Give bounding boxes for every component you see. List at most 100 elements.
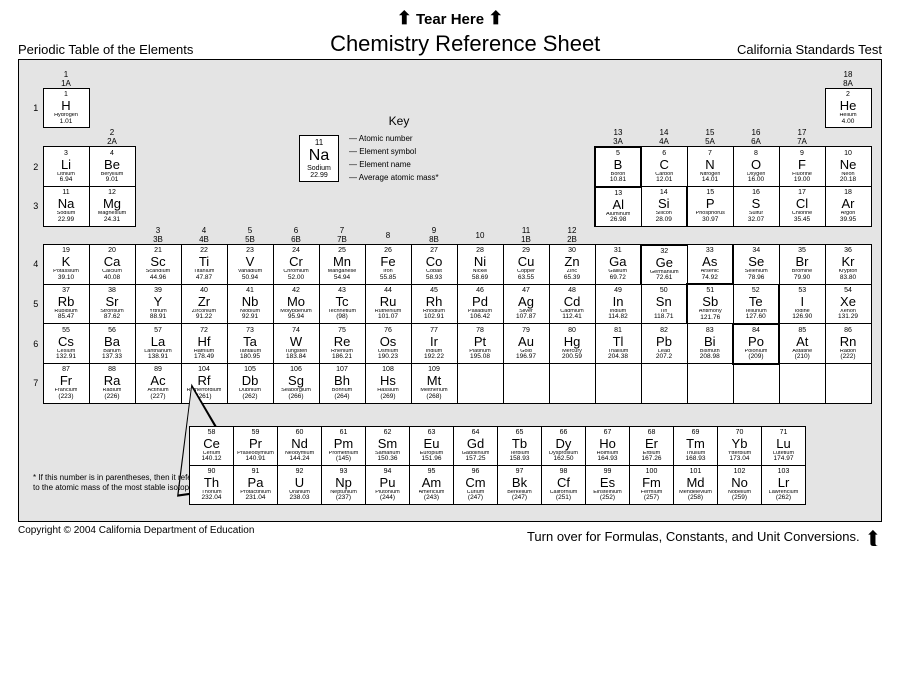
- element-symbol: Os: [380, 335, 397, 348]
- atomic-number: 12: [108, 189, 116, 196]
- empty-cell: [503, 364, 549, 404]
- element-symbol: Am: [422, 476, 442, 489]
- atomic-number: 43: [338, 287, 346, 294]
- key-label: Element symbol: [349, 145, 439, 158]
- empty-cell: [733, 364, 779, 404]
- element-symbol: F: [798, 158, 806, 171]
- element-symbol: Cd: [564, 295, 581, 308]
- element-symbol: La: [151, 335, 165, 348]
- element-symbol: Hg: [564, 335, 581, 348]
- element-cell: 79 Au Gold 196.97: [503, 324, 549, 364]
- element-symbol: N: [705, 158, 714, 171]
- element-symbol: Au: [518, 335, 534, 348]
- atomic-number: 50: [660, 287, 668, 294]
- empty-cell: [641, 364, 687, 404]
- atomic-number: 67: [604, 429, 612, 436]
- element-cell: 19 K Potassium 39.10: [43, 245, 89, 285]
- element-cell: 64 Gd Gadolinium 157.25: [454, 426, 498, 465]
- atomic-mass: 238.03: [290, 495, 310, 502]
- atomic-mass: 140.12: [202, 456, 222, 463]
- element-cell: 102 No Nobelium (259): [718, 465, 762, 504]
- group-label: [779, 226, 825, 245]
- element-symbol: Pa: [248, 476, 264, 489]
- element-cell: 50 Sn Tin 118.71: [641, 284, 687, 324]
- element-symbol: Mt: [427, 374, 441, 387]
- element-cell: 82 Pb Lead 207.2: [641, 324, 687, 364]
- element-cell: 5 B Boron 10.81: [595, 147, 641, 187]
- element-cell: 58 Ce Cerium 140.12: [190, 426, 234, 465]
- atomic-number: 45: [430, 287, 438, 294]
- atomic-number: 65: [516, 429, 524, 436]
- atomic-mass: (223): [58, 394, 73, 401]
- element-symbol: Md: [686, 476, 704, 489]
- atomic-number: 20: [108, 247, 116, 254]
- element-symbol: W: [290, 335, 302, 348]
- element-symbol: Si: [658, 197, 670, 210]
- atomic-mass: (266): [288, 394, 303, 401]
- element-cell: 22 Ti Titanium 47.87: [181, 245, 227, 285]
- element-cell: 108 Hs Hassium (269): [365, 364, 411, 404]
- atomic-number: 18: [844, 189, 852, 196]
- atomic-mass: 150.36: [378, 456, 398, 463]
- element-symbol: Ca: [104, 255, 121, 268]
- atomic-mass: 144.24: [290, 456, 310, 463]
- atomic-mass: (262): [242, 394, 257, 401]
- element-symbol: Lu: [776, 437, 790, 450]
- atomic-number: 97: [516, 468, 524, 475]
- atomic-number: 47: [522, 287, 530, 294]
- atomic-mass: 58.93: [426, 275, 442, 282]
- atomic-mass: 92.91: [242, 314, 258, 321]
- atomic-mass: (268): [426, 394, 441, 401]
- element-cell: 45 Rh Rhodium 102.91: [411, 284, 457, 324]
- element-cell: 7 N Nitrogen 14.01: [687, 147, 733, 187]
- element-cell: 47 Ag Silver 107.87: [503, 284, 549, 324]
- element-symbol: Dy: [556, 437, 572, 450]
- atomic-number: 69: [692, 429, 700, 436]
- element-symbol: Cl: [796, 197, 808, 210]
- atomic-number: 13: [614, 190, 622, 197]
- atomic-number: 98: [560, 468, 568, 475]
- atomic-number: 75: [338, 327, 346, 334]
- atomic-mass: 74.92: [702, 275, 718, 282]
- element-cell: 9 F Fluorine 19.00: [779, 147, 825, 187]
- group-label: 77B: [319, 226, 365, 245]
- group-label: [43, 226, 89, 245]
- element-symbol: Fe: [380, 255, 395, 268]
- element-cell: 55 Cs Cesium 132.91: [43, 324, 89, 364]
- group-label: [687, 70, 733, 89]
- atomic-mass: 40.08: [104, 275, 120, 282]
- atomic-mass: 151.96: [422, 456, 442, 463]
- element-cell: 57 La Lanthanum 138.91: [135, 324, 181, 364]
- element-cell: 84 Po Polonium (209): [733, 324, 779, 364]
- element-symbol: Ge: [656, 256, 673, 269]
- atomic-number: 105: [244, 366, 256, 373]
- element-cell: 103 Lr Lawrencium (262): [762, 465, 806, 504]
- atomic-number: 77: [430, 327, 438, 334]
- group-label: [825, 226, 871, 245]
- atomic-number: 35: [798, 247, 806, 254]
- group-label: [549, 128, 595, 147]
- atomic-mass: 131.29: [838, 314, 858, 321]
- element-symbol: Kr: [842, 255, 855, 268]
- group-label: [641, 70, 687, 89]
- atomic-number: 28: [476, 247, 484, 254]
- atomic-number: 40: [200, 287, 208, 294]
- atomic-mass: 118.71: [654, 314, 673, 321]
- period-label: 5: [29, 284, 43, 324]
- atomic-mass: 16.00: [748, 177, 764, 184]
- atomic-mass: 168.93: [686, 456, 706, 463]
- atomic-mass: 10.81: [610, 177, 626, 184]
- element-cell: 6 C Carbon 12.01: [641, 147, 687, 187]
- element-symbol: Np: [335, 476, 352, 489]
- atomic-mass: 85.47: [58, 314, 74, 321]
- element-cell: 39 Y Yttrium 88.91: [135, 284, 181, 324]
- atomic-mass: 200.59: [562, 354, 582, 361]
- corner-arrow-icon: ➥: [860, 528, 886, 546]
- element-cell: 25 Mn Manganese 54.94: [319, 245, 365, 285]
- element-cell: 91 Pa Protactinium 231.04: [234, 465, 278, 504]
- element-cell: 95 Am Americium (243): [410, 465, 454, 504]
- atomic-number: 96: [472, 468, 480, 475]
- group-label: 66B: [273, 226, 319, 245]
- element-cell: 93 Np Neptunium (237): [322, 465, 366, 504]
- element-cell: 74 W Tungsten 183.84: [273, 324, 319, 364]
